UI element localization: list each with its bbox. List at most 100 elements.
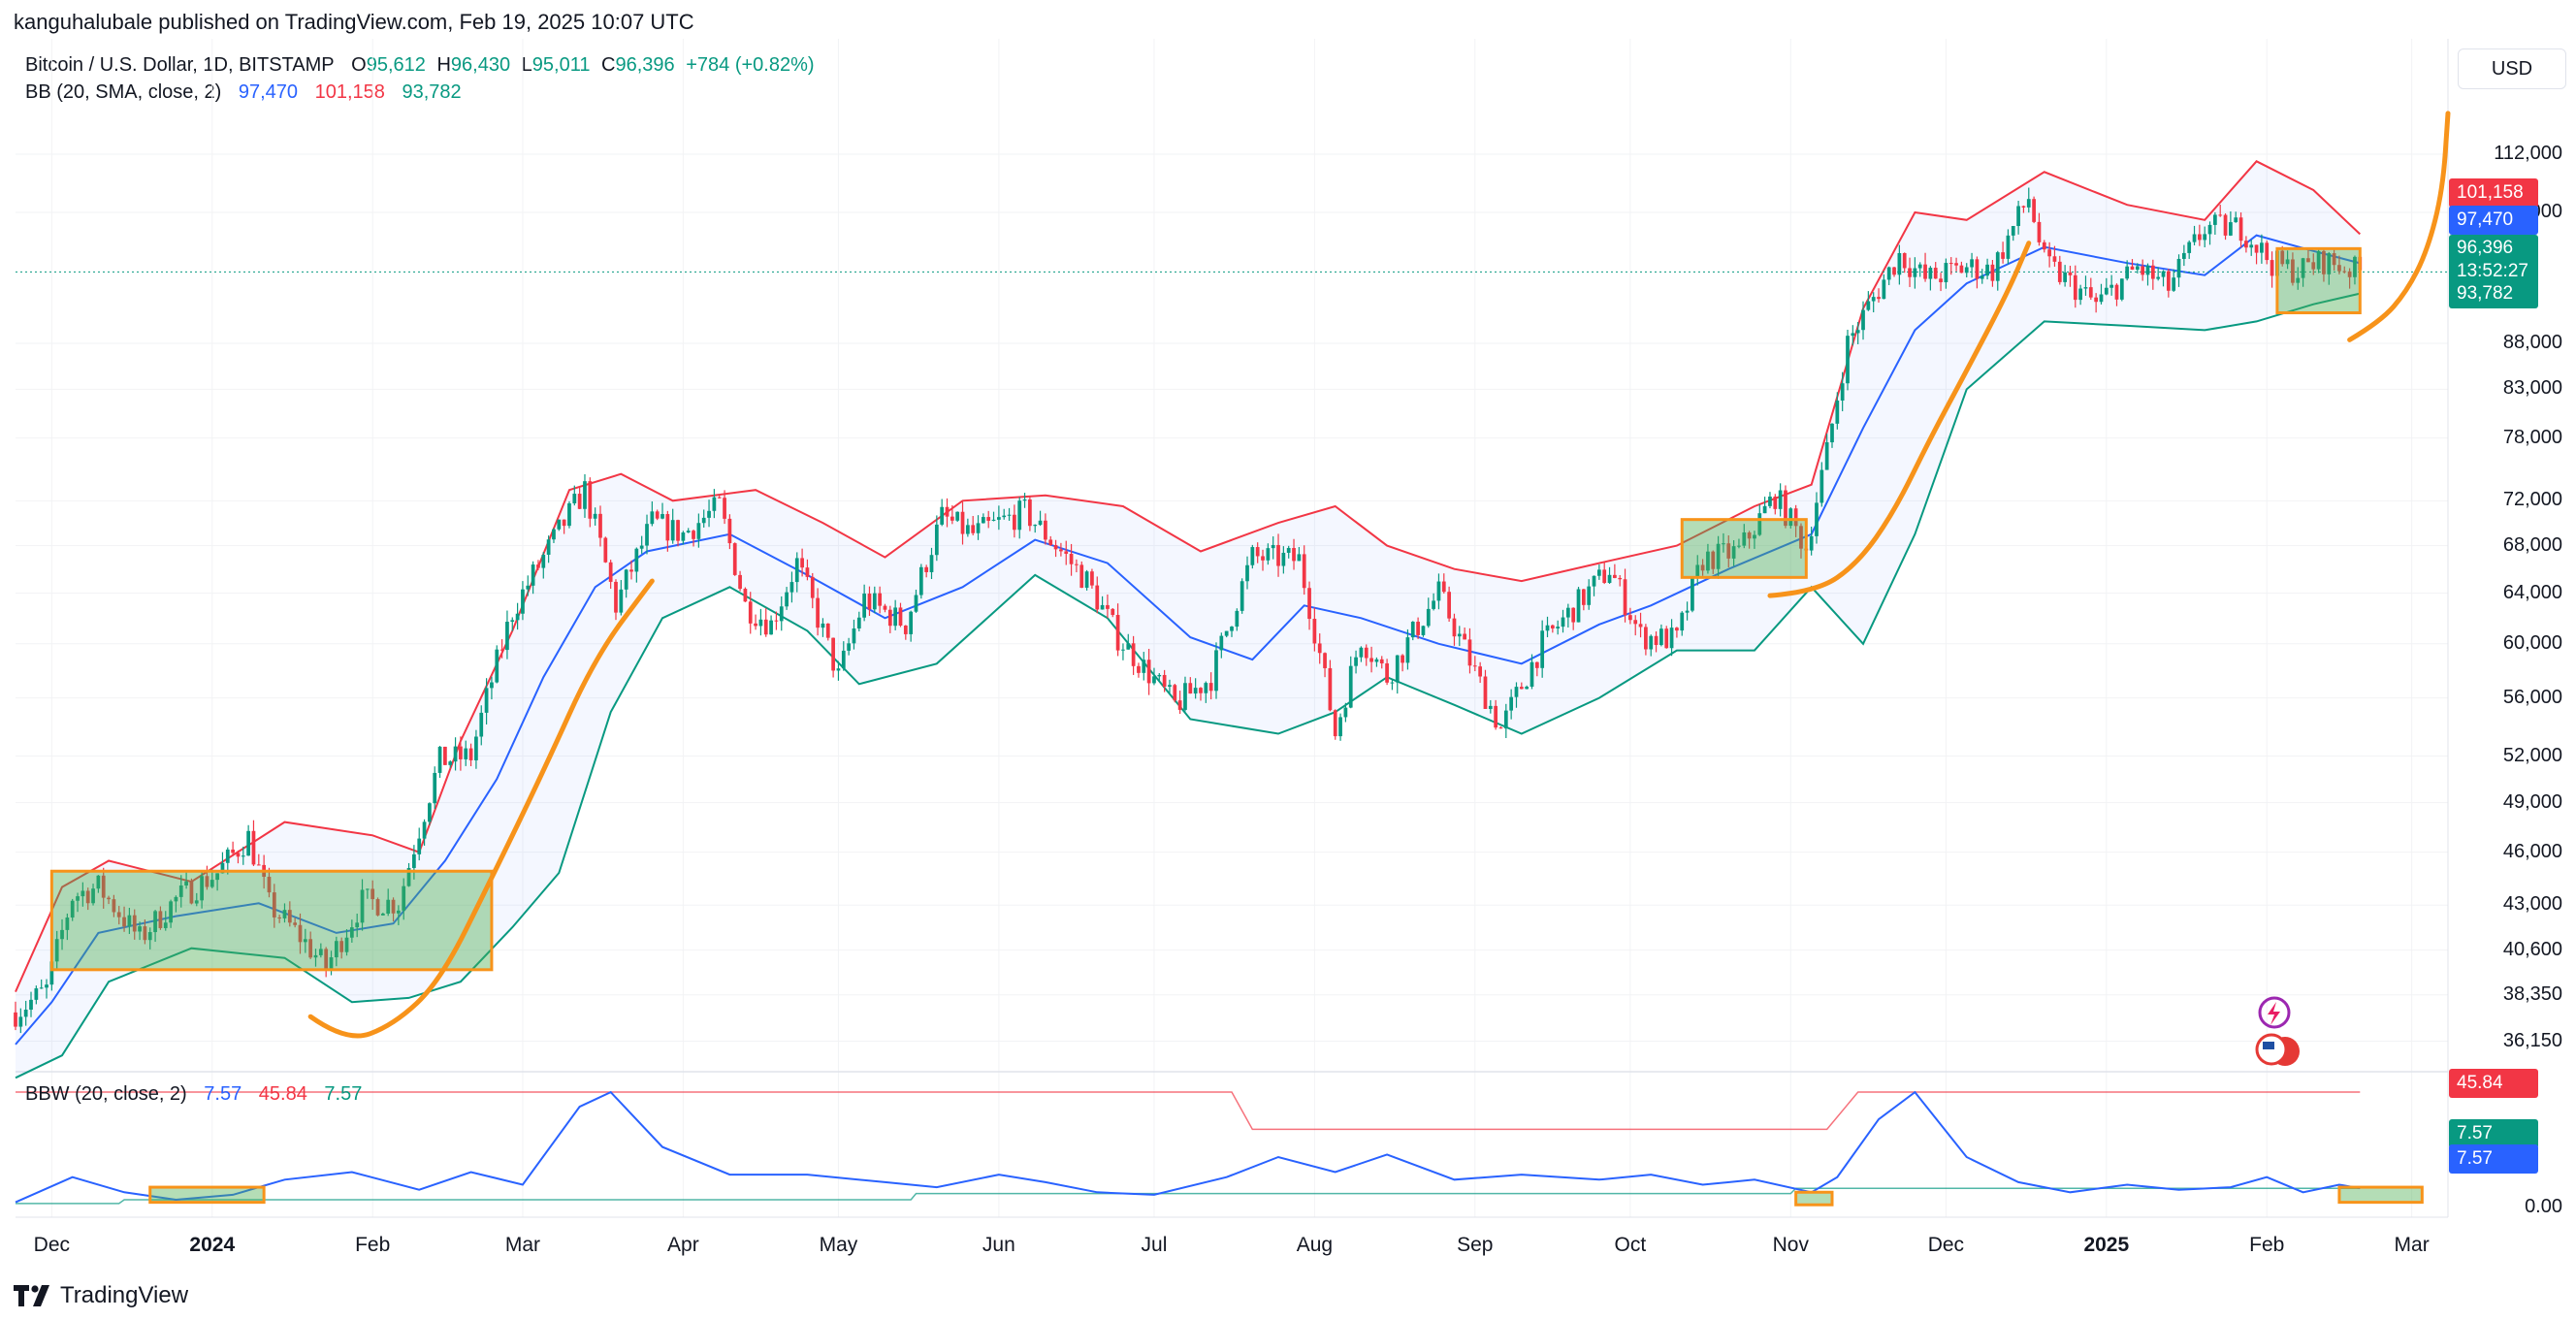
candle	[2001, 241, 2005, 264]
candle-body	[1048, 539, 1053, 545]
currency-button[interactable]: USD	[2458, 48, 2566, 89]
price-axis-label: 60,000	[2502, 631, 2562, 654]
bb-label[interactable]: BB (20, SMA, close, 2)	[25, 81, 222, 103]
candle-body	[1240, 581, 1244, 611]
candle	[1028, 497, 1032, 531]
candle-body	[562, 519, 566, 527]
candle	[479, 705, 484, 746]
candle	[1917, 262, 1922, 277]
open-value: 95,612	[366, 54, 426, 76]
candle-body	[448, 761, 453, 765]
candle	[603, 536, 608, 563]
candle-body	[433, 772, 437, 804]
candle-body	[2285, 259, 2290, 265]
candle-body	[1111, 608, 1115, 616]
candle-body	[660, 514, 664, 519]
bbw-label[interactable]: BBW (20, close, 2)	[25, 1083, 187, 1105]
candle-body	[655, 511, 660, 519]
candle	[381, 912, 385, 916]
candle	[789, 571, 794, 603]
candle	[2006, 229, 2011, 265]
candle	[256, 853, 261, 866]
candle-body	[127, 915, 132, 927]
candle	[878, 586, 883, 614]
candle-body	[2234, 217, 2238, 223]
candle-body	[1079, 564, 1084, 588]
candle-body	[1219, 635, 1224, 651]
candle	[836, 660, 841, 681]
candle-body	[169, 901, 173, 923]
candle	[898, 602, 903, 628]
candle-body	[619, 589, 624, 613]
candle	[293, 918, 298, 928]
candle-body	[1457, 633, 1462, 637]
candle-body	[981, 517, 985, 524]
candle-body	[479, 712, 484, 737]
candle-body	[215, 873, 219, 881]
candle	[1436, 573, 1441, 610]
candle	[1426, 597, 1431, 628]
symbol-title[interactable]: Bitcoin / U.S. Dollar, 1D, BITSTAMP	[25, 54, 335, 76]
candle-body	[929, 555, 934, 572]
candle	[2181, 244, 2186, 267]
candle	[122, 906, 126, 932]
price-axis-label: 40,600	[2502, 938, 2562, 960]
candle-body	[1343, 707, 1348, 718]
candle	[1638, 612, 1643, 638]
candle	[1142, 652, 1146, 681]
candle	[1235, 608, 1240, 631]
candle	[1152, 667, 1156, 686]
candle-body	[287, 910, 292, 923]
candle	[1545, 616, 1550, 638]
candle	[758, 608, 763, 636]
candle	[1571, 607, 1576, 630]
candle-body	[1623, 579, 1627, 616]
candle	[2285, 250, 2290, 270]
candle-body	[303, 939, 307, 943]
candle	[1121, 643, 1125, 660]
candle-body	[805, 567, 810, 577]
candle-body	[1649, 635, 1654, 650]
candle	[1199, 687, 1203, 701]
candle	[287, 901, 292, 927]
candle	[1281, 546, 1286, 574]
candle-body	[1410, 622, 1415, 638]
candle-body	[1933, 268, 1938, 279]
candle-body	[34, 988, 39, 1000]
candle-body	[1359, 647, 1364, 658]
candle-body	[1571, 607, 1576, 623]
candle	[490, 676, 494, 700]
candle-body	[1436, 581, 1441, 601]
candle-body	[552, 529, 556, 540]
candle-body	[717, 497, 722, 499]
candle	[1990, 260, 1995, 287]
candle-body	[1069, 553, 1074, 564]
candle-body	[2270, 260, 2274, 276]
candle-body	[1613, 574, 1617, 578]
candle-body	[2291, 259, 2295, 283]
candle-body	[1664, 628, 1669, 649]
candle-body	[1395, 655, 1400, 683]
candle-body	[2068, 272, 2073, 275]
candle-body	[313, 954, 318, 958]
candle	[370, 880, 375, 911]
candle-body	[251, 830, 256, 865]
candle	[1581, 589, 1586, 611]
candle	[1494, 699, 1498, 730]
price-axis-label: 68,000	[2502, 533, 2562, 556]
candle-body	[318, 949, 323, 955]
candle-body	[914, 595, 918, 612]
candle-body	[437, 746, 442, 773]
candle-body	[505, 622, 509, 651]
candle	[1286, 545, 1291, 559]
candle-body	[1348, 665, 1353, 708]
candle	[2125, 260, 2130, 281]
candle	[1343, 702, 1348, 723]
candle-body	[1488, 705, 1493, 709]
candle-body	[1100, 604, 1105, 610]
candle	[282, 903, 287, 923]
candle-body	[909, 611, 914, 634]
candle-body	[184, 881, 188, 885]
brand[interactable]: TradingView	[14, 1282, 188, 1309]
